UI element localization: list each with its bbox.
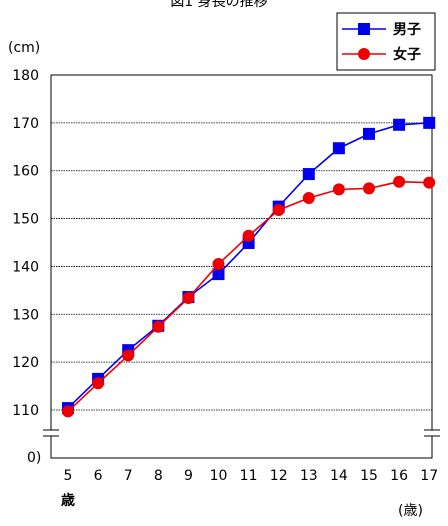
y-tick-label: 140 — [12, 259, 39, 275]
data-point — [423, 176, 436, 189]
x-tick-label: 8 — [154, 468, 163, 484]
data-point — [423, 116, 436, 129]
x-tick-label: 10 — [210, 468, 228, 484]
data-point — [393, 175, 406, 188]
data-point — [363, 182, 375, 195]
x-first-suffix: 歳 — [61, 492, 75, 509]
legend-box — [336, 12, 436, 71]
y-axis-unit-label: (cm) — [8, 40, 40, 56]
x-tick-label: 17 — [420, 468, 438, 484]
data-point — [242, 229, 255, 242]
x-tick-label: 13 — [300, 468, 318, 484]
y-zero-label: 0) — [27, 450, 41, 466]
grid — [51, 122, 432, 411]
data-point — [152, 320, 165, 333]
x-tick-label: 16 — [390, 468, 408, 484]
data-point — [212, 268, 225, 281]
y-tick-label: 130 — [12, 307, 39, 323]
x-tick-label: 15 — [360, 468, 378, 484]
x-tick-label: 5 — [64, 468, 73, 484]
y-tick-label: 180 — [12, 68, 39, 84]
plot-frame — [50, 74, 433, 459]
data-point — [62, 405, 74, 418]
y-tick-label: 150 — [12, 212, 39, 228]
legend-marker — [358, 48, 370, 60]
axis-break-gap — [43, 430, 59, 436]
legend-label: 女子 — [393, 46, 421, 63]
data-point — [393, 118, 406, 131]
series-line — [67, 180, 430, 413]
y-tick-label: 170 — [12, 116, 39, 132]
data-point — [212, 258, 225, 271]
data-point — [363, 127, 375, 140]
series — [62, 116, 436, 418]
data-point — [332, 142, 345, 155]
x-tick-label: 9 — [184, 468, 193, 484]
data-point — [272, 203, 285, 216]
legend-label: 男子 — [393, 22, 421, 38]
y-tick-label: 160 — [12, 164, 39, 180]
data-point — [92, 377, 105, 390]
y-tick-label: 120 — [12, 355, 39, 371]
axes: 110 120 130 140 150 160 170 180 0) 5 6 7 8 9 10 11 12 13 1… — [12, 68, 440, 509]
series-line — [67, 122, 430, 409]
x-tick-label: 7 — [124, 468, 133, 484]
legend-marker — [358, 23, 370, 35]
data-point — [182, 292, 195, 305]
chart-title: 図1 身長の推移 — [170, 0, 267, 10]
x-tick-label: 12 — [270, 468, 288, 484]
x-tick-label: 11 — [240, 468, 258, 484]
data-point — [302, 168, 315, 181]
data-point — [332, 183, 345, 196]
data-point — [122, 349, 135, 362]
axis-break-gap — [424, 430, 440, 436]
x-axis-unit-label: (歳) — [398, 503, 423, 519]
x-tick-label: 6 — [94, 468, 103, 484]
data-point — [302, 191, 315, 204]
y-tick-label: 110 — [12, 403, 39, 419]
x-tick-label: 14 — [330, 468, 348, 484]
